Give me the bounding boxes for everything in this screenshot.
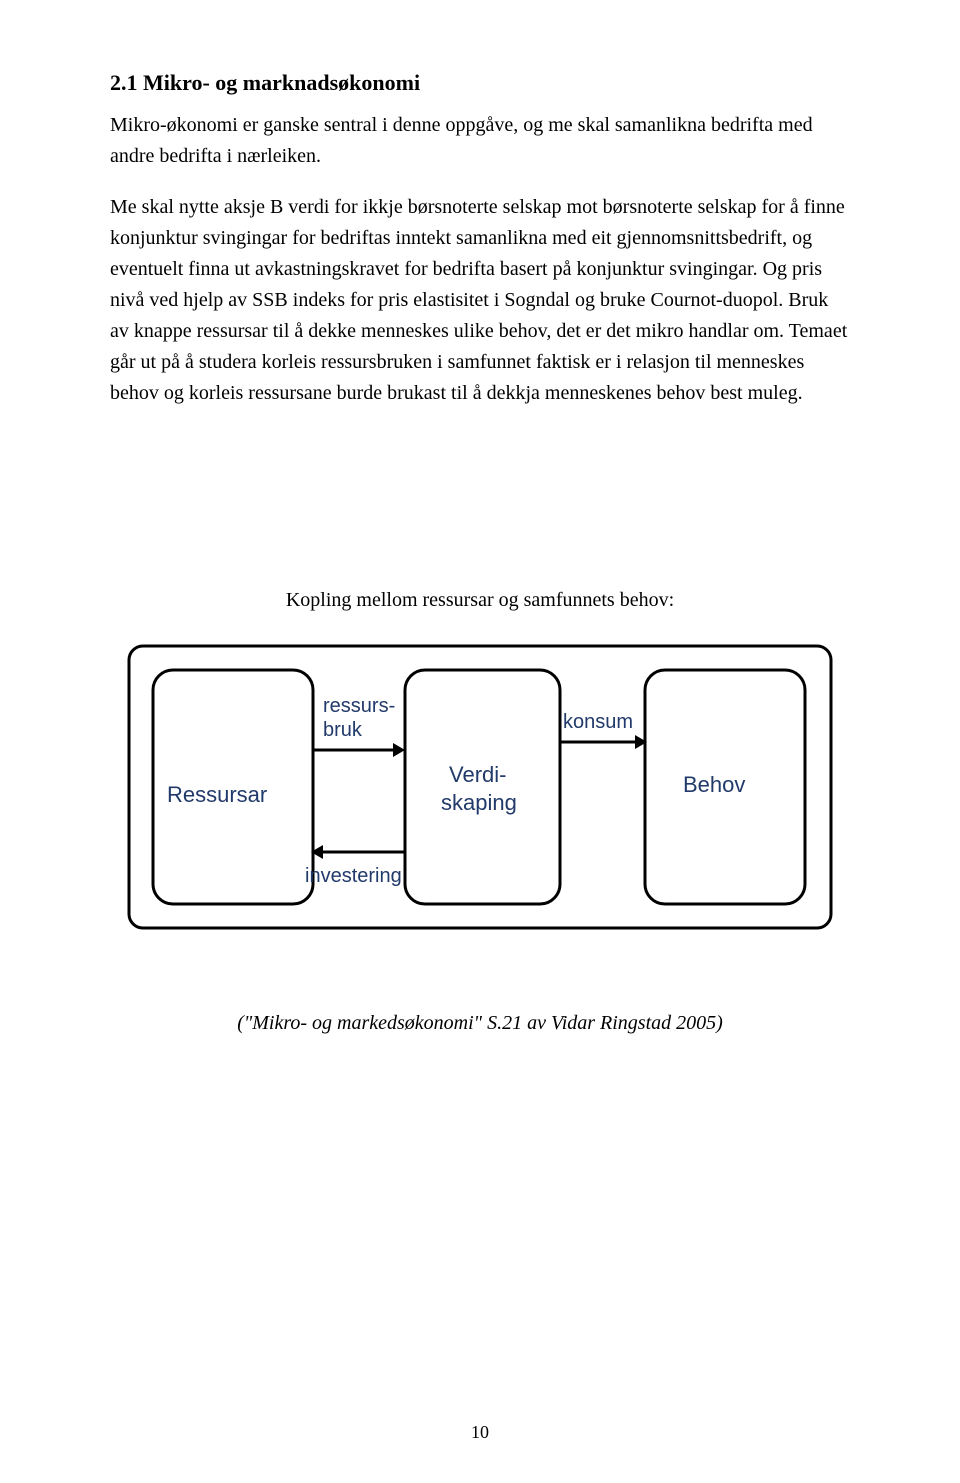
paragraph-1: Mikro-økonomi er ganske sentral i denne …: [110, 110, 850, 172]
section-heading: 2.1 Mikro- og marknadsøkonomi: [110, 70, 850, 96]
svg-text:Verdi-: Verdi-: [449, 762, 506, 787]
svg-text:Ressursar: Ressursar: [167, 782, 267, 807]
diagram-title: Kopling mellom ressursar og samfunnets b…: [110, 589, 850, 612]
diagram-container: Ressursar Verdi-skaping Behov ressurs-bruk k…: [110, 642, 850, 932]
svg-text:ressurs-: ressurs-: [323, 695, 395, 717]
paragraph-2: Me skal nytte aksje B verdi for ikkje bø…: [110, 192, 850, 409]
svg-text:investering: investering: [305, 865, 402, 887]
svg-text:konsum: konsum: [563, 711, 633, 733]
page-number: 10: [0, 1422, 960, 1443]
diagram-caption: ("Mikro- og markedsøkonomi" S.21 av Vida…: [110, 1012, 850, 1035]
svg-text:Behov: Behov: [683, 772, 745, 797]
svg-text:bruk: bruk: [323, 719, 363, 741]
coupling-diagram: Ressursar Verdi-skaping Behov ressurs-bruk k…: [125, 642, 835, 932]
document-page: 2.1 Mikro- og marknadsøkonomi Mikro-økon…: [0, 0, 960, 1483]
svg-text:skaping: skaping: [441, 790, 517, 815]
